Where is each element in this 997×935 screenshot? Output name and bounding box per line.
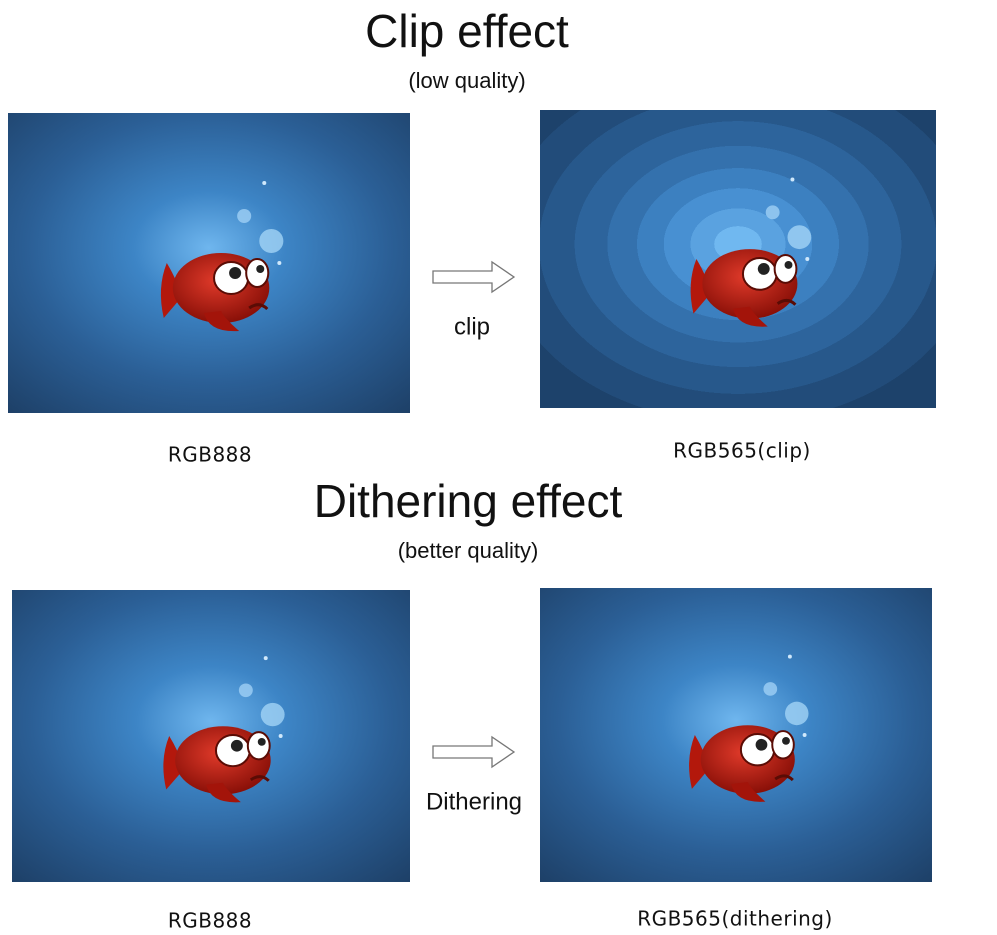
page: Clip effect (low quality) clip RGB888 RG… bbox=[0, 0, 997, 935]
diagram: Clip effect (low quality) clip RGB888 RG… bbox=[0, 0, 997, 935]
image-caption: RGB888 bbox=[168, 443, 252, 467]
section-title: Dithering effect bbox=[314, 475, 623, 527]
arrow bbox=[433, 737, 514, 767]
section-subtitle: (better quality) bbox=[398, 538, 539, 563]
image-clip bbox=[540, 110, 936, 408]
image-caption: RGB888 bbox=[168, 909, 252, 933]
image-caption: RGB565(clip) bbox=[673, 439, 811, 463]
image-dithering bbox=[540, 588, 932, 882]
arrow bbox=[433, 262, 514, 292]
image-caption: RGB565(dithering) bbox=[637, 907, 833, 931]
arrow-label: clip bbox=[454, 313, 490, 340]
section-subtitle: (low quality) bbox=[408, 68, 525, 93]
image-original bbox=[8, 113, 410, 413]
image-original bbox=[12, 590, 410, 882]
section-title: Clip effect bbox=[365, 5, 569, 57]
arrow-label: Dithering bbox=[426, 788, 522, 815]
